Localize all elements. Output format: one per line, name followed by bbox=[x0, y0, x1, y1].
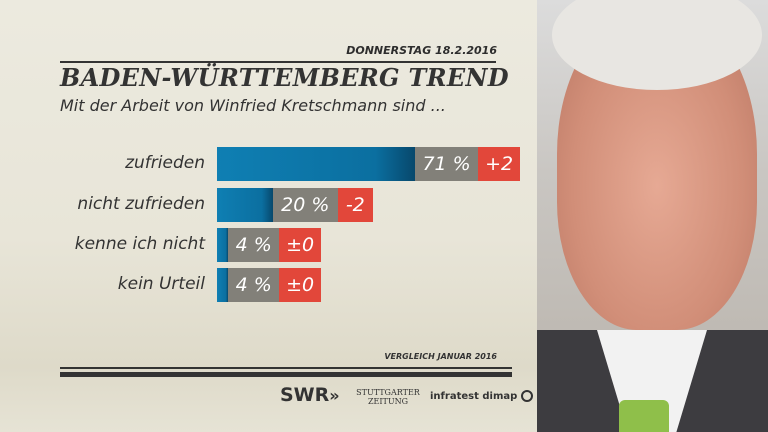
change-label: +2 bbox=[478, 147, 521, 181]
bar bbox=[217, 268, 229, 302]
category-label: nicht zufrieden bbox=[77, 194, 205, 214]
divider bbox=[60, 367, 512, 369]
value-label: 71 % bbox=[415, 147, 479, 181]
bar bbox=[217, 147, 416, 181]
category-label: zufrieden bbox=[125, 153, 205, 173]
comparison-note: VERGLEICH JANUAR 2016 bbox=[384, 352, 497, 361]
bar bbox=[217, 228, 229, 262]
stuttgarter-zeitung-logo: STUTTGARTER ZEITUNG bbox=[356, 388, 420, 406]
chart-panel: DONNERSTAG 18.2.2016 BADEN-WÜRTTEMBERG T… bbox=[0, 0, 537, 432]
date-label: DONNERSTAG 18.2.2016 bbox=[346, 44, 497, 57]
change-label: ±0 bbox=[279, 268, 322, 302]
category-label: kein Urteil bbox=[117, 274, 205, 294]
divider bbox=[60, 61, 496, 63]
value-label: 4 % bbox=[228, 268, 280, 302]
value-label: 4 % bbox=[228, 228, 280, 262]
politician-photo bbox=[537, 0, 768, 432]
bar bbox=[217, 188, 273, 222]
change-label: -2 bbox=[337, 188, 373, 222]
hair bbox=[552, 0, 762, 90]
change-label: ±0 bbox=[279, 228, 322, 262]
infratest-dimap-logo: infratest dimap bbox=[430, 390, 533, 402]
value-label: 20 % bbox=[272, 188, 338, 222]
category-label: kenne ich nicht bbox=[74, 234, 205, 254]
swr-logo: SWR» bbox=[280, 384, 340, 406]
chart-title: BADEN-WÜRTTEMBERG TREND bbox=[60, 63, 509, 92]
divider bbox=[60, 372, 512, 377]
tie bbox=[619, 400, 669, 432]
chart-subtitle: Mit der Arbeit von Winfried Kretschmann … bbox=[60, 96, 446, 115]
